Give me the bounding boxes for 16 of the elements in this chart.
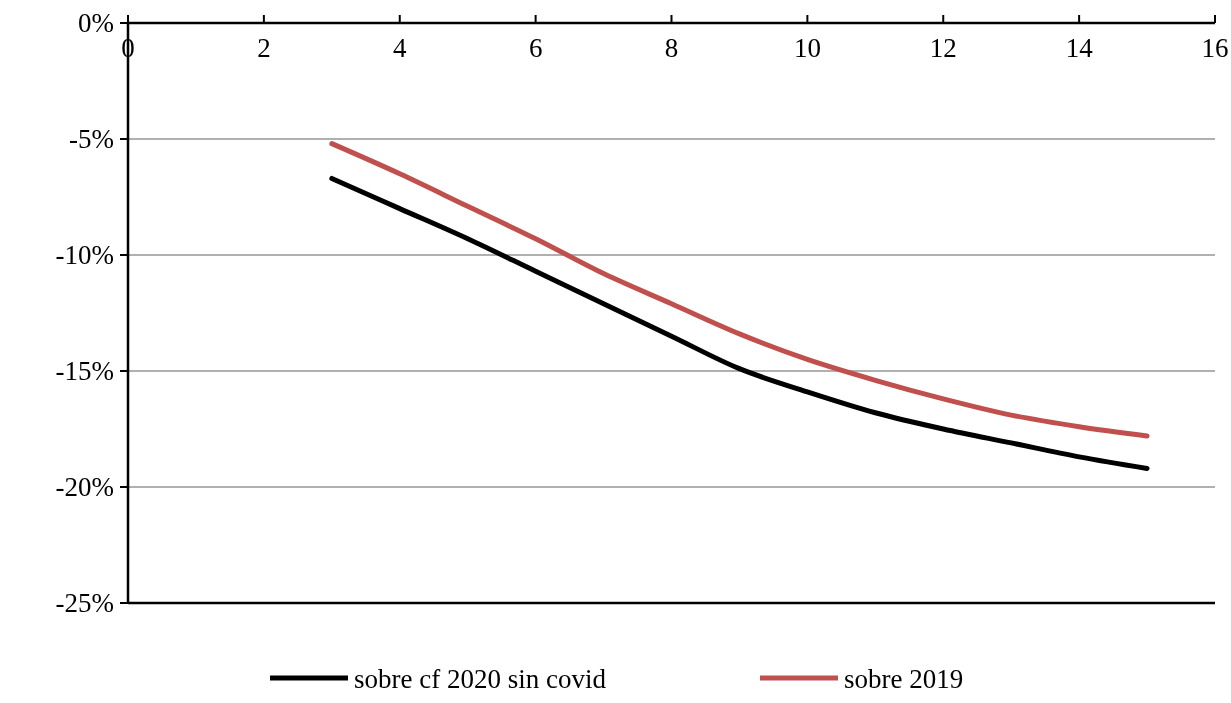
legend-label: sobre cf 2020 sin covid bbox=[354, 664, 607, 694]
x-tick-label: 4 bbox=[393, 33, 407, 63]
x-tick-label: 16 bbox=[1201, 33, 1229, 63]
y-tick-label: -25% bbox=[55, 588, 114, 619]
x-tick-label: 12 bbox=[929, 33, 957, 63]
y-tick-label: -20% bbox=[55, 472, 114, 503]
y-tick-label: 0% bbox=[78, 8, 114, 39]
y-tick-label: -15% bbox=[55, 356, 114, 387]
legend-label: sobre 2019 bbox=[844, 664, 964, 694]
x-tick-label: 14 bbox=[1065, 33, 1094, 63]
x-tick-label: 2 bbox=[257, 33, 271, 63]
x-tick-label: 8 bbox=[664, 33, 679, 63]
y-tick-label: -10% bbox=[55, 240, 114, 271]
y-tick-label: -5% bbox=[69, 124, 114, 155]
x-tick-label: 10 bbox=[793, 33, 821, 63]
x-tick-label: 6 bbox=[528, 33, 543, 63]
